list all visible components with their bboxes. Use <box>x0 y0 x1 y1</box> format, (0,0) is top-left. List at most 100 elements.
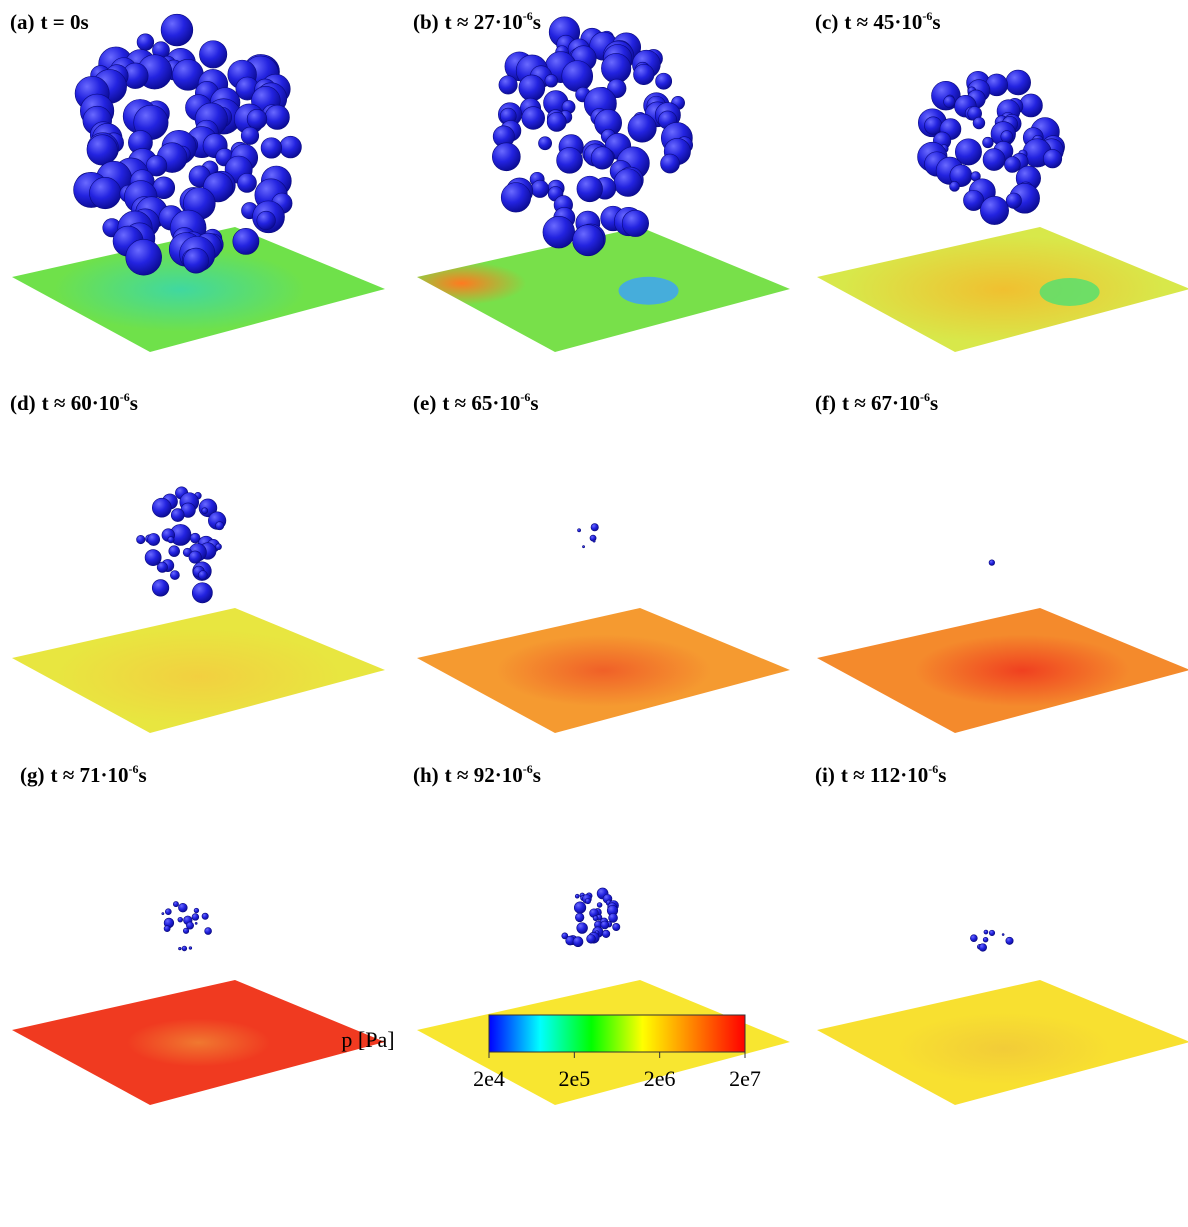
bubble <box>182 946 187 951</box>
bubble <box>152 580 169 597</box>
panel-label: (a)t = 0s <box>10 10 89 34</box>
panel-time: t ≈ 112·10 <box>841 763 928 787</box>
bubble <box>168 537 174 543</box>
pressure-spot <box>1040 278 1100 306</box>
bubble <box>538 137 551 150</box>
panel-label: (d)t ≈ 60·10-6s <box>10 390 138 415</box>
bubble <box>622 210 648 236</box>
bubble <box>950 181 960 191</box>
bubble <box>582 546 584 548</box>
bubble <box>189 551 201 563</box>
bubble <box>984 930 988 934</box>
panel: (a)t = 0s <box>10 10 385 352</box>
bubble <box>970 935 977 942</box>
panel-unit: s <box>130 391 138 415</box>
bubble <box>169 546 180 557</box>
bubble <box>1004 157 1020 173</box>
bubble <box>573 225 604 256</box>
bubble <box>89 177 120 208</box>
panel-time: t = 0s <box>41 10 89 34</box>
bubble <box>633 64 654 85</box>
panel-time: t ≈ 92·10 <box>445 763 523 787</box>
panel-id: (i) <box>815 763 835 787</box>
panel: (d)t ≈ 60·10-6s <box>10 390 385 733</box>
bubble <box>656 73 672 89</box>
panel-unit: s <box>930 391 938 415</box>
bubble <box>973 117 985 129</box>
bubble <box>602 930 610 938</box>
colorbar-tick-label: 2e5 <box>558 1066 590 1091</box>
pressure-plane <box>817 227 1188 352</box>
panel-exponent: -6 <box>922 9 932 23</box>
panel-time: t ≈ 65·10 <box>442 391 520 415</box>
bubble <box>183 248 208 273</box>
panel-unit: s <box>139 763 147 787</box>
panel: (b)t ≈ 27·10-6s <box>413 9 790 352</box>
bubble <box>198 571 207 580</box>
bubble <box>547 112 566 131</box>
bubble <box>148 533 160 545</box>
bubble <box>519 75 545 101</box>
bubble <box>194 908 199 913</box>
bubble <box>628 114 656 142</box>
bubble <box>522 107 545 130</box>
panel: (f)t ≈ 67·10-6s <box>815 390 1188 733</box>
bubble <box>237 173 256 192</box>
panel-unit: s <box>530 391 538 415</box>
bubble <box>247 109 267 129</box>
bubble <box>591 524 598 531</box>
bubble <box>1043 149 1061 167</box>
bubble <box>499 76 517 94</box>
bubble <box>924 117 942 135</box>
bubble <box>983 137 994 148</box>
panel-unit: s <box>938 763 946 787</box>
panel-exponent: -6 <box>520 390 530 404</box>
colorbar-title: p [Pa] <box>341 1027 394 1052</box>
panel-id: (e) <box>413 391 436 415</box>
bubble <box>178 947 181 950</box>
bubble <box>557 147 583 173</box>
bubble <box>983 937 988 942</box>
bubble <box>1006 70 1031 95</box>
bubble <box>1002 934 1004 936</box>
bubble <box>597 903 602 908</box>
bubble <box>199 41 226 68</box>
pressure-plane <box>12 980 385 1105</box>
panel-label: (f)t ≈ 67·10-6s <box>815 390 938 415</box>
panel-label: (c)t ≈ 45·10-6s <box>815 9 941 34</box>
bubble <box>575 913 584 922</box>
colorbar-tick-label: 2e6 <box>644 1066 676 1091</box>
bubble <box>265 105 289 129</box>
bubble <box>215 522 223 530</box>
bubble <box>161 14 193 46</box>
bubble <box>577 529 580 532</box>
panel-label: (e) t ≈ 65·10-6s <box>413 390 539 415</box>
bubble <box>164 926 170 932</box>
panel: (h)t ≈ 92·10-6s <box>413 762 790 1105</box>
colorbar-bar <box>489 1015 745 1052</box>
panel-time: t ≈ 45·10 <box>844 10 922 34</box>
bubble <box>241 127 259 145</box>
bubble <box>152 498 171 517</box>
bubble <box>593 540 595 542</box>
bubble <box>543 216 575 248</box>
panel-label: (g)t ≈ 71·10-6s <box>20 762 147 787</box>
bubble <box>202 913 208 919</box>
panel-id: (b) <box>413 10 439 34</box>
bubble <box>165 909 171 915</box>
bubble <box>577 176 603 202</box>
bubble <box>983 149 1005 171</box>
bubble <box>171 509 184 522</box>
bubble <box>1006 193 1021 208</box>
bubble <box>137 34 154 51</box>
bubble <box>585 898 590 903</box>
bubble <box>157 562 167 572</box>
colorbar-tick-label: 2e4 <box>473 1066 505 1091</box>
bubble <box>233 228 259 254</box>
bubble <box>601 921 609 929</box>
panel: (c)t ≈ 45·10-6s <box>815 9 1188 352</box>
panel-id: (h) <box>413 763 439 787</box>
bubble <box>1006 937 1013 944</box>
bubble <box>280 136 302 158</box>
bubble <box>170 571 179 580</box>
